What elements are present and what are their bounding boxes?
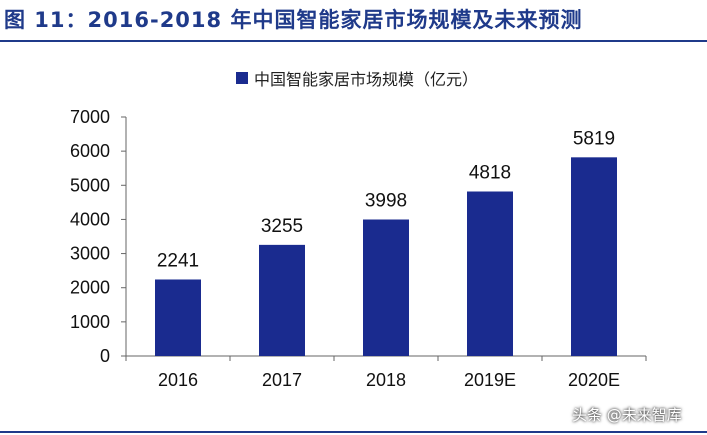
- x-tick-label: 2016: [158, 370, 198, 390]
- y-tick-label: 6000: [70, 141, 110, 161]
- chart-legend: 中国智能家居市场规模（亿元）: [236, 66, 478, 90]
- data-label: 5819: [573, 128, 615, 149]
- data-label: 2241: [157, 250, 199, 271]
- watermark: 头条 @未来智库: [572, 406, 682, 424]
- bottom-divider: [0, 431, 707, 433]
- y-tick-label: 4000: [70, 209, 110, 229]
- y-tick-label: 1000: [70, 312, 110, 332]
- bar: [155, 279, 201, 356]
- x-tick-label: 2019E: [464, 370, 516, 390]
- chart-axes: 0 1000 2000 3000 4000 5000 6000 7000: [70, 107, 647, 366]
- y-tick-label: 3000: [70, 244, 110, 264]
- y-tick-label: 5000: [70, 175, 110, 195]
- figure-title: 图 11：2016-2018 年中国智能家居市场规模及未来预测: [4, 8, 583, 32]
- data-label: 4818: [469, 162, 511, 183]
- y-tick-label: 7000: [70, 107, 110, 127]
- data-label: 3255: [261, 216, 303, 237]
- bar: [571, 157, 617, 356]
- bar: [467, 191, 513, 356]
- x-tick-label: 2018: [366, 370, 406, 390]
- data-label: 3998: [365, 190, 407, 211]
- x-tick-label: 2017: [262, 370, 302, 390]
- y-tick-label: 2000: [70, 278, 110, 298]
- chart-bars: [155, 157, 617, 356]
- chart-labels: 2241 2016 3255 2017 3998 2018 4818 2019E 5819 202…: [157, 128, 620, 390]
- legend-label: 中国智能家居市场规模（亿元）: [254, 70, 479, 89]
- y-tick-label: 0: [100, 346, 110, 366]
- legend-swatch: [236, 72, 248, 84]
- bar: [259, 244, 305, 356]
- title-divider: [0, 40, 707, 42]
- x-tick-label: 2020E: [568, 370, 620, 390]
- bar: [363, 219, 409, 356]
